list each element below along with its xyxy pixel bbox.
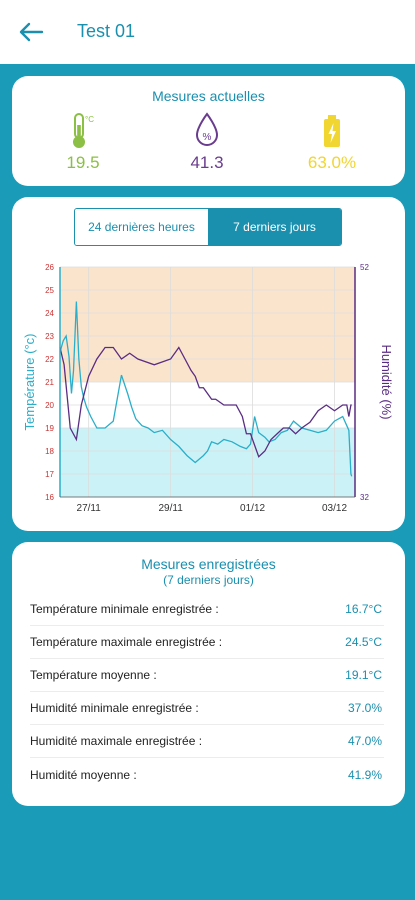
recorded-subtitle: (7 derniers jours): [163, 573, 254, 587]
stat-label: Humidité minimale enregistrée :: [30, 701, 199, 715]
current-measures-card: Mesures actuelles °C 19.5 % 41.3: [12, 76, 405, 186]
range-option-24h[interactable]: 24 dernières heures: [75, 209, 208, 245]
temperature-value: 19.5: [66, 153, 100, 172]
range-option-7d[interactable]: 7 derniers jours: [208, 209, 341, 245]
y-left-tick-label: 25: [45, 286, 54, 295]
x-tick-label: 29/11: [158, 503, 183, 514]
stat-label: Température maximale enregistrée :: [30, 635, 223, 649]
y-right-axis-label: Humidité (%): [379, 344, 394, 419]
recorded-title: Mesures enregistrées: [141, 556, 276, 572]
humidity-value: 41.3: [190, 153, 224, 172]
stat-row-temp-min: Température minimale enregistrée : 16.7°…: [30, 593, 384, 626]
y-left-tick-label: 18: [45, 447, 54, 456]
stat-value: 16.7°C: [345, 602, 382, 616]
app-bar: Test 01: [0, 0, 415, 64]
y-left-axis-label: Température (°c): [22, 334, 37, 431]
humidity-unit: %: [203, 132, 212, 143]
y-left-tick-label: 23: [45, 332, 54, 341]
stat-value: 47.0%: [347, 734, 382, 748]
temperature-humidity-chart: 26 25 24 23 22 21 20 19 18 17 16 52 32 27/11 29/11 01/1…: [22, 263, 394, 514]
y-left-tick-label: 21: [45, 378, 54, 387]
current-measures-title: Mesures actuelles: [152, 88, 265, 104]
stat-row-temp-max: Température maximale enregistrée : 24.5°…: [30, 626, 384, 659]
stat-label: Humidité moyenne :: [30, 767, 137, 782]
y-left-tick-label: 16: [45, 493, 54, 502]
y-left-tick-label: 22: [45, 355, 54, 364]
recorded-measures-card: Mesures enregistrées (7 derniers jours) …: [12, 542, 405, 806]
temperature-unit: °C: [85, 115, 94, 124]
stat-row-hum-min: Humidité minimale enregistrée : 37.0%: [30, 692, 384, 725]
humidity-measure: % 41.3: [157, 110, 257, 173]
chart-band-0: [60, 267, 355, 382]
back-button[interactable]: [18, 20, 44, 44]
arrow-left-icon: [19, 22, 44, 42]
x-tick-label: 01/12: [240, 503, 265, 514]
battery-value: 63.0%: [307, 153, 357, 172]
battery-measure: 63.0%: [282, 110, 382, 173]
stat-value: 41.9%: [347, 767, 382, 782]
y-left-tick-label: 26: [45, 263, 54, 272]
range-toggle: 24 dernières heures 7 derniers jours: [74, 208, 342, 246]
humidity-series-line: [59, 346, 352, 458]
page-title: Test 01: [77, 21, 136, 41]
x-tick-label: 27/11: [77, 503, 102, 514]
y-right-tick-label: 52: [360, 263, 369, 272]
temperature-measure: °C 19.5: [33, 110, 133, 173]
stat-row-temp-avg: Température moyenne : 19.1°C: [30, 659, 384, 692]
stat-label: Température moyenne :: [30, 668, 157, 682]
stat-value: 24.5°C: [345, 635, 382, 649]
y-left-tick-label: 20: [45, 401, 54, 410]
stat-label: Température minimale enregistrée :: [30, 602, 219, 616]
chart-band-1: [60, 428, 355, 497]
y-left-tick-label: 19: [45, 424, 54, 433]
droplet-icon: %: [195, 112, 219, 146]
recorded-list: Température minimale enregistrée : 16.7°…: [30, 593, 384, 791]
stat-row-hum-max: Humidité maximale enregistrée : 47.0%: [30, 725, 384, 758]
stat-label: Humidité maximale enregistrée :: [30, 734, 203, 748]
stat-value: 37.0%: [347, 701, 382, 715]
stat-value: 19.1°C: [345, 668, 382, 682]
y-left-tick-label: 24: [45, 309, 54, 318]
y-left-tick-label: 17: [45, 470, 54, 479]
chart-card: 24 dernières heures 7 derniers jours 26 2…: [12, 197, 405, 531]
y-right-tick-label: 32: [360, 493, 369, 502]
stat-row-hum-avg: Humidité moyenne : 41.9%: [30, 758, 384, 791]
thermometer-icon: °C: [73, 113, 94, 148]
battery-icon: [324, 115, 340, 147]
x-tick-label: 03/12: [322, 503, 347, 514]
